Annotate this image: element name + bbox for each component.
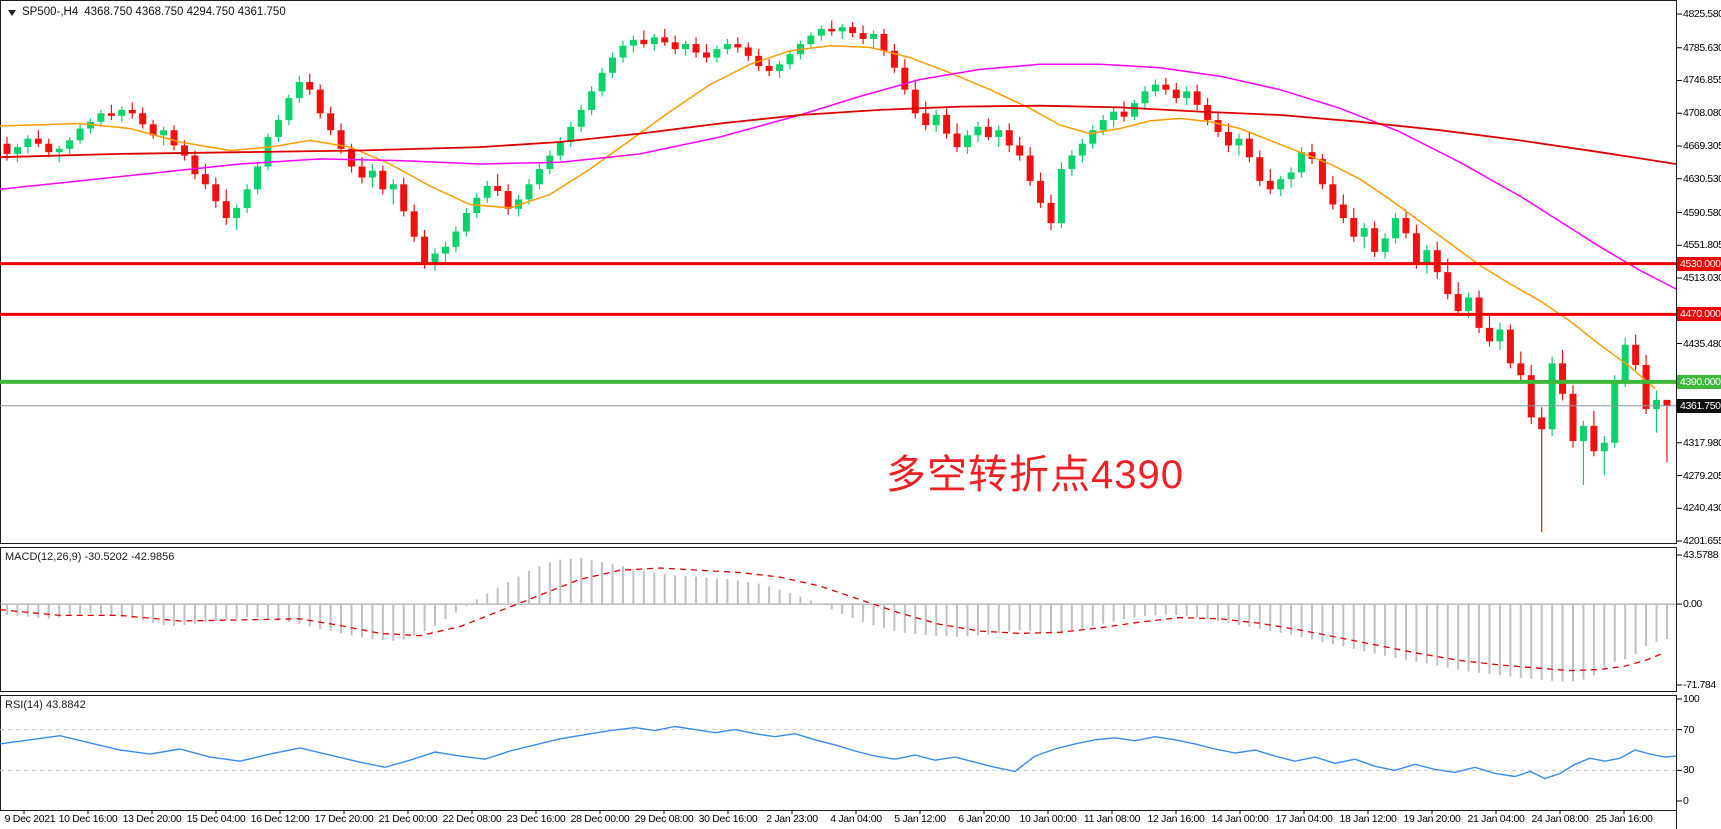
price-tick-label: 4513.030 (1683, 272, 1721, 284)
time-axis-label: 10 Jan 00:00 (1019, 813, 1077, 825)
time-axis-label: 10 Dec 16:00 (58, 813, 118, 825)
time-axis-label: 28 Dec 00:00 (570, 813, 630, 825)
price-tick-label: 4669.305 (1683, 140, 1721, 152)
price-tick-label: 4435.480 (1683, 337, 1721, 350)
time-axis-label: 12 Jan 16:00 (1147, 813, 1205, 825)
ohlc-values: 4368.750 4368.750 4294.750 4361.750 (84, 6, 286, 18)
macd-tick-label: 43.5788 (1683, 548, 1719, 561)
price-level-badge: 4470.000 (1677, 307, 1721, 322)
rsi-indicator-label: RSI(14) 43.8842 (5, 699, 86, 711)
time-axis-label: 4 Jan 04:00 (830, 813, 882, 825)
rsi-tick-label: 70 (1683, 723, 1694, 736)
time-axis-label: 22 Dec 08:00 (442, 813, 502, 825)
time-axis-label: 11 Jan 08:00 (1083, 813, 1141, 825)
symbol-header: SP500-,H4 4368.750 4368.750 4294.750 436… (8, 6, 286, 18)
time-axis-label: 17 Dec 20:00 (314, 813, 374, 825)
time-axis-label: 24 Jan 08:00 (1531, 813, 1589, 825)
macd-indicator-label: MACD(12,26,9) -30.5202 -42.9856 (5, 551, 175, 563)
symbol-timeframe-label: SP500-,H4 (22, 6, 79, 18)
price-tick-label: 4630.530 (1683, 172, 1721, 185)
price-tick-label: 4590.580 (1683, 206, 1721, 219)
time-axis-label: 19 Jan 20:00 (1403, 813, 1461, 825)
rsi-tick-label: 30 (1683, 764, 1694, 777)
time-axis-label: 16 Dec 12:00 (250, 813, 310, 825)
time-axis-label: 6 Jan 20:00 (958, 813, 1010, 825)
time-axis-label: 5 Jan 12:00 (894, 813, 946, 825)
macd-tick-label: 0.00 (1683, 598, 1702, 611)
price-tick-label: 4240.430 (1683, 502, 1721, 515)
price-tick-label: 4825.580 (1683, 8, 1721, 20)
time-axis-label: 17 Jan 04:00 (1275, 813, 1333, 825)
price-tick-label: 4279.205 (1683, 469, 1721, 482)
price-level-badge: 4530.000 (1677, 256, 1721, 271)
time-axis-label: 30 Dec 16:00 (698, 813, 758, 825)
chart-text-annotation[interactable]: 多空转折点4390 (886, 453, 1184, 497)
price-tick-label: 4708.080 (1683, 107, 1721, 120)
price-tick-label: 4551.805 (1683, 239, 1721, 252)
symbol-dropdown-icon[interactable] (8, 10, 16, 16)
rsi-tick-label: 0 (1683, 795, 1689, 807)
macd-tick-label: -71.784 (1683, 679, 1716, 691)
price-level-badge: 4390.000 (1677, 374, 1721, 389)
rsi-tick-label: 100 (1683, 693, 1700, 705)
time-axis-label: 13 Dec 20:00 (122, 813, 182, 825)
current-price-badge: 4361.750 (1677, 398, 1721, 413)
time-axis-label: 29 Dec 08:00 (634, 813, 694, 825)
price-tick-label: 4746.855 (1683, 74, 1721, 87)
time-axis-label: 21 Jan 04:00 (1467, 813, 1525, 825)
time-axis-label: 15 Dec 04:00 (186, 813, 246, 825)
time-axis-label: 14 Jan 00:00 (1211, 813, 1269, 825)
time-axis-label: 21 Dec 00:00 (378, 813, 438, 825)
time-axis-label: 23 Dec 16:00 (506, 813, 566, 825)
time-axis-label: 18 Jan 12:00 (1339, 813, 1397, 825)
time-axis-label: 2 Jan 23:00 (766, 813, 818, 825)
price-tick-label: 4201.655 (1683, 535, 1721, 548)
price-tick-label: 4317.980 (1683, 436, 1721, 449)
price-tick-label: 4785.630 (1683, 41, 1721, 54)
time-axis-label: 25 Jan 16:00 (1595, 813, 1653, 825)
time-axis-label: 9 Dec 2021 (4, 813, 56, 825)
